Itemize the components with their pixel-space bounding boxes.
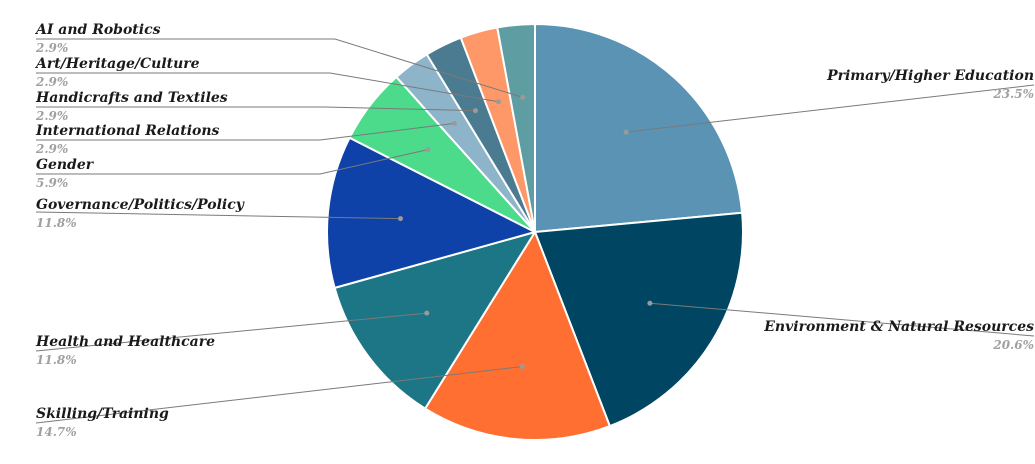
pie-slice-ai-and-robotics[interactable]	[496, 23, 536, 233]
leader-dot-gender	[425, 147, 431, 153]
leader-line-handicrafts-and-textiles	[36, 106, 476, 112]
leader-dot-environment-and-natural-resources	[647, 300, 653, 306]
slice-label-ai-and-robotics: AI and Robotics	[34, 22, 161, 38]
slice-value-international-relations: 2.9%	[35, 142, 68, 156]
slice-label-environment-and-natural-resources: Environment & Natural Resources	[763, 319, 1034, 335]
leader-line-health-and-healthcare	[35, 312, 427, 352]
leader-dot-primary-higher-education	[623, 129, 629, 135]
slice-value-handicrafts-and-textiles: 2.9%	[35, 109, 68, 123]
slice-value-ai-and-robotics: 2.9%	[35, 41, 68, 55]
slice-value-environment-and-natural-resources: 20.6%	[992, 338, 1034, 352]
slice-label-health-and-healthcare: Health and Healthcare	[35, 334, 215, 350]
leader-dot-art-heritage-culture	[496, 99, 501, 105]
slice-value-skilling-training: 14.7%	[36, 425, 77, 439]
leader-lines	[35, 38, 1035, 424]
slice-label-international-relations: International Relations	[35, 123, 220, 139]
slice-label-gender: Gender	[36, 157, 95, 173]
slice-value-primary-higher-education: 23.5%	[992, 87, 1034, 101]
leader-line-international-relations	[36, 122, 455, 141]
pie-slice-environment-and-natural-resources[interactable]	[534, 211, 744, 428]
leader-line-governance-politics-policy	[35, 211, 401, 220]
slice-label-primary-higher-education: Primary/Higher Education	[826, 68, 1034, 84]
pie-slice-skilling-training[interactable]	[424, 231, 611, 441]
pie-slice-primary-higher-education[interactable]	[534, 23, 744, 233]
leader-line-ai-and-robotics	[36, 38, 523, 98]
slice-label-art-heritage-culture: Art/Heritage/Culture	[34, 56, 200, 72]
leader-dot-health-and-healthcare	[424, 310, 430, 316]
slice-label-handicrafts-and-textiles: Handicrafts and Textiles	[35, 90, 228, 106]
slice-value-gender: 5.9%	[36, 176, 68, 190]
pie-slices	[326, 23, 744, 441]
pie-slice-health-and-healthcare[interactable]	[333, 231, 536, 410]
leader-dot-handicrafts-and-textiles	[473, 108, 478, 114]
slice-value-health-and-healthcare: 11.8%	[36, 353, 77, 367]
slice-label-skilling-training: Skilling/Training	[36, 406, 169, 422]
leader-dot-international-relations	[451, 120, 457, 126]
leader-dot-skilling-training	[519, 364, 525, 370]
leader-dot-ai-and-robotics	[520, 94, 526, 100]
leader-line-primary-higher-education	[626, 84, 1035, 133]
pie-slice-governance-politics-policy[interactable]	[326, 136, 536, 289]
slice-labels: Primary/Higher Education 23.5% Environment…	[34, 22, 1034, 439]
leader-line-skilling-training	[35, 366, 523, 424]
slice-label-governance-politics-policy: Governance/Politics/Policy	[36, 197, 245, 213]
leader-dot-governance-politics-policy	[398, 216, 403, 222]
leader-line-environment-and-natural-resources	[649, 302, 1035, 337]
slice-value-governance-politics-policy: 11.8%	[36, 216, 77, 230]
slice-value-art-heritage-culture: 2.9%	[35, 75, 68, 89]
leader-line-art-heritage-culture	[36, 72, 499, 103]
leader-line-gender	[36, 149, 428, 175]
